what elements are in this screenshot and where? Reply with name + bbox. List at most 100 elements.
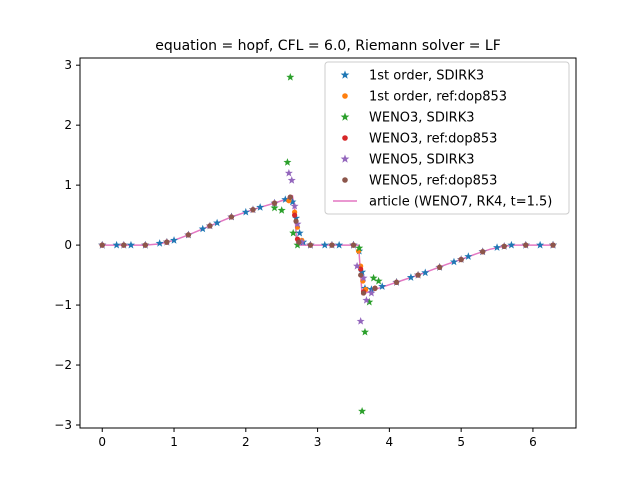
data-point [270,203,279,212]
legend-marker [340,154,350,163]
x-tick-label: 3 [314,435,322,449]
x-tick-label: 2 [242,435,250,449]
data-point [355,243,364,252]
y-tick-label: −2 [54,358,72,372]
data-point [536,240,545,249]
data-point [126,240,135,249]
legend-marker [342,177,348,183]
y-tick-label: 2 [64,118,72,132]
x-axis: 0 1 2 3 4 5 6 [98,428,537,449]
data-point [185,232,191,238]
data-point [458,256,464,263]
data-point [297,237,306,246]
data-point [393,279,400,285]
data-point [320,240,329,249]
data-point [493,243,502,251]
legend-label: WENO5, ref:dop853 [369,174,497,189]
data-point [372,285,378,291]
data-point [329,242,335,248]
data-point [501,243,507,249]
data-point [289,228,298,237]
data-point [250,207,256,213]
data-point [360,327,369,336]
legend-label: article (WENO7, RK4, t=1.5) [369,195,552,210]
data-point [99,242,105,248]
data-point [213,218,222,227]
legend-label: 1st order, SDIRK3 [369,69,484,84]
data-point [112,240,121,249]
x-tick-label: 5 [457,435,465,449]
data-point [241,207,250,216]
plot-area [98,72,558,415]
data-point [283,158,292,166]
data-point [121,242,127,248]
data-point [155,239,164,247]
data-point [198,224,207,233]
data-point [507,240,516,249]
data-point [369,273,378,282]
data-point [170,236,179,244]
data-point [207,223,213,229]
data-point [359,273,368,282]
legend-marker [342,93,348,99]
data-point [550,242,556,248]
data-point [365,297,374,306]
y-tick-label: −3 [54,418,72,432]
data-point [142,242,148,248]
data-point [164,239,170,245]
legend-marker [342,135,348,141]
data-point [350,242,357,248]
data-point [335,240,344,249]
data-point [421,268,430,277]
data-point [374,276,383,285]
chart-title: equation = hopf, CFL = 6.0, Riemann solv… [155,38,501,54]
legend-label: WENO5, SDIRK3 [369,153,475,168]
data-point [256,203,265,211]
data-point [378,282,387,290]
data-point [293,218,299,224]
data-point [437,264,443,270]
data-point [228,214,235,220]
data-point [358,266,364,272]
legend-label: WENO3, ref:dop853 [369,132,497,147]
data-point [415,272,421,278]
data-point [293,219,302,228]
y-axis: −3 −2 −1 0 1 2 3 [54,58,80,432]
legend-label: WENO3, SDIRK3 [369,111,475,126]
data-point [286,72,295,81]
data-point [449,257,458,266]
data-point [358,267,367,276]
legend-marker [340,70,350,79]
data-point [296,239,302,245]
legend: 1st order, SDIRK3 1st order, ref:dop853 WE… [324,61,570,215]
x-tick-label: 4 [386,435,394,449]
data-point [290,201,299,210]
data-point [295,228,304,237]
data-point [480,249,486,255]
y-tick-label: 1 [64,178,72,192]
x-tick-label: 1 [170,435,178,449]
data-point [358,407,367,415]
data-point [523,242,529,248]
data-point [292,213,301,222]
x-tick-label: 0 [98,435,106,449]
y-tick-label: −1 [54,298,72,312]
data-point [292,212,298,218]
data-point [271,200,278,206]
data-point [287,194,293,200]
legend-box [324,61,570,215]
data-point [358,272,364,278]
data-point [284,168,293,177]
x-tick-label: 6 [529,435,537,449]
data-point [360,290,367,296]
axes-frame [79,57,577,429]
data-point [362,296,371,304]
data-point [277,206,286,214]
legend-marker [340,112,350,121]
legend-label: 1st order, ref:dop853 [369,90,507,105]
data-point [293,240,302,249]
data-point [307,242,314,248]
y-tick-label: 0 [64,238,72,252]
